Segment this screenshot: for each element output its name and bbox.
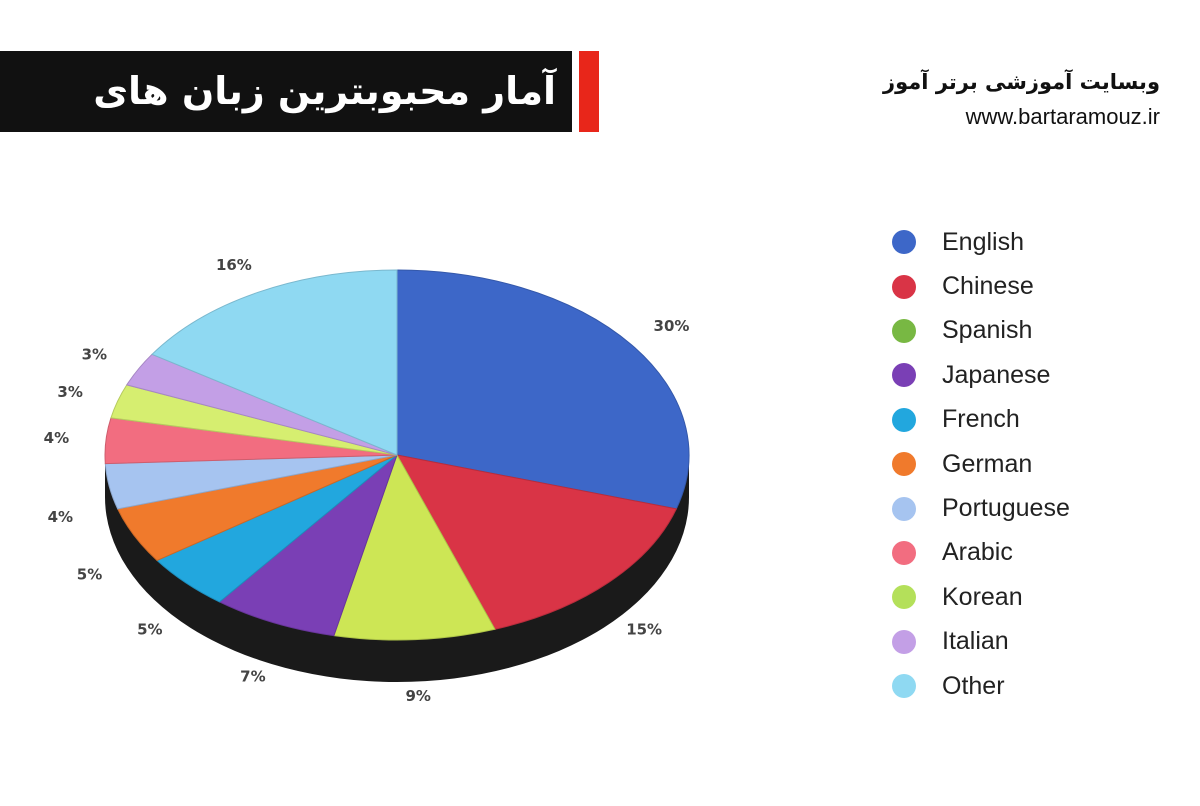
- title-banner: [0, 51, 572, 132]
- pie-slice-other: [151, 269, 398, 456]
- pie-depth: [105, 455, 689, 682]
- title-accent-bar: [579, 51, 599, 132]
- legend-label: Japanese: [942, 360, 1051, 389]
- legend-swatch: [892, 674, 916, 699]
- legend-item-italian: Italian: [888, 620, 1168, 664]
- chart-legend: English Chinese Spanish Japanese French Germa…: [888, 220, 1168, 708]
- pie-slices: [104, 269, 690, 641]
- legend-swatch: [892, 452, 916, 477]
- legend-label: Other: [942, 671, 1005, 700]
- site-url[interactable]: www.bartaramouz.ir: [965, 104, 1160, 129]
- legend-item-spanish: Spanish: [888, 309, 1168, 353]
- legend-item-french: French: [888, 398, 1168, 442]
- legend-item-chinese: Chinese: [888, 264, 1168, 308]
- page-title: آمار محبوبترین زبان های جهانی: [93, 69, 556, 194]
- legend-label: Italian: [942, 627, 1009, 656]
- legend-label: French: [942, 405, 1020, 434]
- slice-label-japanese: 7%: [240, 667, 265, 685]
- legend-swatch: [892, 318, 916, 343]
- legend-swatch: [892, 585, 916, 610]
- legend-swatch: [892, 363, 916, 388]
- slice-label-spanish: 9%: [406, 687, 431, 705]
- slice-label-french: 5%: [137, 621, 162, 639]
- site-name: وبسایت آموزشی برتر آموز: [883, 70, 1160, 94]
- pie-labels: 30% 15% 9% 7% 5% 5% 4% 4% 3% 3% 16%: [44, 256, 690, 705]
- pie-slice-chinese: [396, 454, 678, 630]
- legend-swatch: [892, 629, 916, 654]
- legend-swatch: [892, 407, 916, 432]
- legend-label: Portuguese: [942, 494, 1070, 523]
- legend-item-german: German: [888, 442, 1168, 486]
- legend-swatch: [892, 496, 916, 521]
- legend-item-portuguese: Portuguese: [888, 486, 1168, 530]
- slice-label-german: 5%: [77, 566, 102, 584]
- legend-item-korean: Korean: [888, 575, 1168, 619]
- slice-label-portuguese: 4%: [48, 508, 73, 526]
- legend-item-english: English: [888, 220, 1168, 264]
- slice-label-korean: 3%: [57, 383, 82, 401]
- legend-label: Spanish: [942, 316, 1033, 345]
- legend-item-japanese: Japanese: [888, 353, 1168, 397]
- pie-slice-english: [396, 269, 690, 510]
- slice-label-arabic: 4%: [44, 429, 69, 447]
- legend-swatch: [892, 230, 916, 255]
- slice-label-italian: 3%: [82, 346, 107, 364]
- legend-label: Chinese: [942, 272, 1034, 301]
- legend-swatch: [892, 274, 916, 299]
- legend-swatch: [892, 540, 916, 565]
- legend-label: English: [942, 227, 1024, 256]
- legend-item-arabic: Arabic: [888, 531, 1168, 575]
- pie-side-wall: [105, 455, 689, 682]
- slice-label-chinese: 15%: [626, 621, 662, 639]
- legend-label: German: [942, 449, 1033, 478]
- pie-slice-japanese: [218, 453, 399, 637]
- pie-slice-spanish: [333, 453, 496, 641]
- pie-chart: 30% 15% 9% 7% 5% 5% 4% 4% 3% 3% 16%: [44, 256, 690, 705]
- slice-label-other: 16%: [216, 256, 252, 274]
- legend-label: Korean: [942, 582, 1023, 611]
- legend-label: Arabic: [942, 538, 1013, 567]
- slice-label-english: 30%: [654, 317, 690, 335]
- legend-item-other: Other: [888, 664, 1168, 708]
